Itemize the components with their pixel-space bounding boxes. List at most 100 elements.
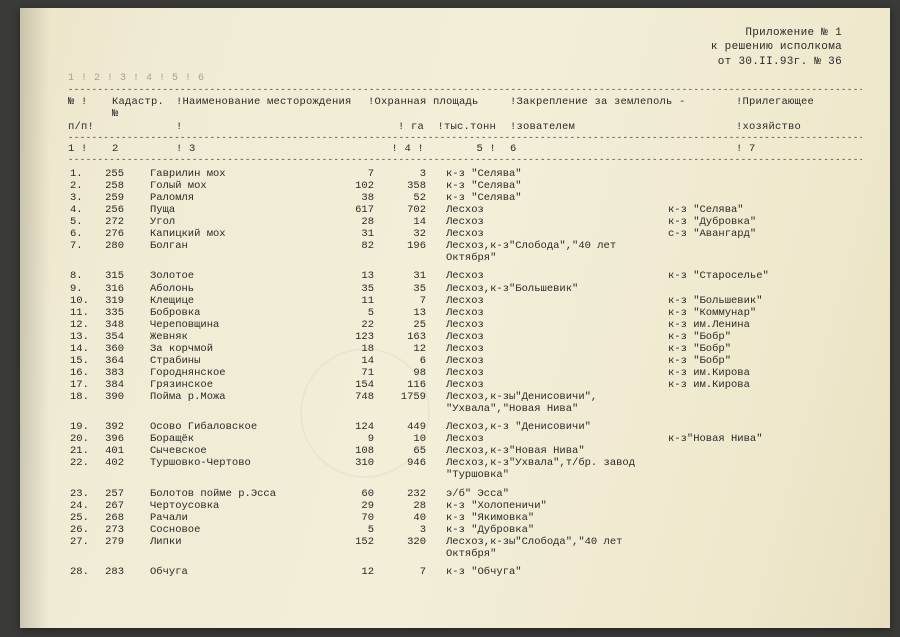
row-num: 13. <box>68 331 100 343</box>
row-ga: 82 <box>326 240 376 264</box>
column-header-row1: № ! Кадастр. № !Наименование месторожден… <box>68 96 862 121</box>
col-header-area: !Охранная площадь <box>368 96 496 121</box>
row-hoz <box>666 421 862 433</box>
row-num: 12. <box>68 319 100 331</box>
row-ga: 14 <box>326 355 376 367</box>
row-tt: 163 <box>376 331 436 343</box>
row-tt: 7 <box>376 295 436 307</box>
row-num: 19. <box>68 421 100 433</box>
col-sub-name: ! <box>176 121 368 134</box>
row-name: Клещице <box>148 295 326 307</box>
row-kadastr: 280 <box>100 240 148 264</box>
row-tt: 10 <box>376 433 436 445</box>
row-num: 20. <box>68 433 100 445</box>
row-name: Болган <box>148 240 326 264</box>
row-hoz <box>666 240 862 264</box>
row-tt: 320 <box>376 536 436 560</box>
row-num: 6. <box>68 228 100 240</box>
row-zakrep: Лесхоз <box>436 216 666 228</box>
row-ga: 28 <box>326 216 376 228</box>
row-ga: 5 <box>326 524 376 536</box>
row-name: Сосновое <box>148 524 326 536</box>
row-name: Болотов пойме р.Эсса <box>148 488 326 500</box>
row-kadastr: 255 <box>100 168 148 180</box>
row-hoz: к-з им.Кирова <box>666 367 862 379</box>
row-tt: 702 <box>376 204 436 216</box>
row-tt: 14 <box>376 216 436 228</box>
row-ga: 152 <box>326 536 376 560</box>
row-kadastr: 257 <box>100 488 148 500</box>
row-tt: 13 <box>376 307 436 319</box>
table-row: 16.383Городнянское7198Лесхозк-з им.Киров… <box>68 367 862 379</box>
row-ga: 154 <box>326 379 376 391</box>
row-zakrep: Лесхоз <box>436 331 666 343</box>
row-hoz <box>666 566 862 578</box>
row-kadastr: 276 <box>100 228 148 240</box>
row-zakrep: Лесхоз <box>436 307 666 319</box>
row-hoz: к-з "Селява" <box>666 204 862 216</box>
row-zakrep: Лесхоз <box>436 355 666 367</box>
row-ga: 102 <box>326 180 376 192</box>
table-row: 12.348Череповщина2225Лесхозк-з им.Ленина <box>68 319 862 331</box>
table-row: 17.384Грязинское154116Лесхозк-з им.Киров… <box>68 379 862 391</box>
row-zakrep: Лесхоз <box>436 270 666 282</box>
row-kadastr: 283 <box>100 566 148 578</box>
row-ga: 31 <box>326 228 376 240</box>
row-name: Пуща <box>148 204 326 216</box>
col-sub-zakrep: !зователем <box>496 121 736 134</box>
row-num: 3. <box>68 192 100 204</box>
row-num: 15. <box>68 355 100 367</box>
row-kadastr: 401 <box>100 445 148 457</box>
row-num: 28. <box>68 566 100 578</box>
row-kadastr: 267 <box>100 500 148 512</box>
divider-mid1: ----------------------------------------… <box>68 134 862 144</box>
table-row: 27.279Липки152320Лесхоз,к-зы"Слобода","4… <box>68 536 862 560</box>
row-ga: 70 <box>326 512 376 524</box>
table-row: 14.360За корчмой1812Лесхозк-з "Бобр" <box>68 343 862 355</box>
row-name: Пойма р.Можа <box>148 391 326 415</box>
row-ga: 5 <box>326 307 376 319</box>
row-num: 1. <box>68 168 100 180</box>
row-tt: 31 <box>376 270 436 282</box>
row-name: Золотое <box>148 270 326 282</box>
table-row: 10.319Клещице117Лесхозк-з "Большевик" <box>68 295 862 307</box>
row-ga: 123 <box>326 331 376 343</box>
col-header-num: № ! <box>68 96 112 121</box>
col-header-name: !Наименование месторождения <box>176 96 368 121</box>
table-row: 15.364Страбины146Лесхозк-з "Бобр" <box>68 355 862 367</box>
row-kadastr: 348 <box>100 319 148 331</box>
row-kadastr: 316 <box>100 283 148 295</box>
row-kadastr: 384 <box>100 379 148 391</box>
row-hoz: к-з "Дубровка" <box>666 216 862 228</box>
table-row: 20.396Боращёк910Лесхозк-з"Новая Нива" <box>68 433 862 445</box>
row-ga: 35 <box>326 283 376 295</box>
table-row: 2.258Голый мох102358к-з "Селява" <box>68 180 862 192</box>
row-zakrep: Лесхоз <box>436 367 666 379</box>
row-tt: 6 <box>376 355 436 367</box>
row-name: Страбины <box>148 355 326 367</box>
row-name: Городнянское <box>148 367 326 379</box>
row-name: Чертоусовка <box>148 500 326 512</box>
row-num: 21. <box>68 445 100 457</box>
row-zakrep: к-з "Селява" <box>436 180 666 192</box>
col-sub-tt: !тыс.тонн <box>424 121 496 134</box>
row-zakrep: Лесхоз,к-з"Новая Нива" <box>436 445 666 457</box>
row-name: Голый мох <box>148 180 326 192</box>
header-line2: к решению исполкома <box>68 40 842 54</box>
row-kadastr: 335 <box>100 307 148 319</box>
row-kadastr: 402 <box>100 457 148 481</box>
row-name: За корчмой <box>148 343 326 355</box>
row-name: Бобровка <box>148 307 326 319</box>
row-hoz <box>666 536 862 560</box>
row-name: Сычевское <box>148 445 326 457</box>
row-tt: 98 <box>376 367 436 379</box>
row-tt: 28 <box>376 500 436 512</box>
row-zakrep: Лесхоз,к-з"Ухвала",т/бр. завод "Туршовка… <box>436 457 666 481</box>
row-ga: 22 <box>326 319 376 331</box>
row-tt: 32 <box>376 228 436 240</box>
row-tt: 116 <box>376 379 436 391</box>
row-kadastr: 396 <box>100 433 148 445</box>
row-zakrep: Лесхоз <box>436 379 666 391</box>
row-num: 17. <box>68 379 100 391</box>
row-kadastr: 315 <box>100 270 148 282</box>
